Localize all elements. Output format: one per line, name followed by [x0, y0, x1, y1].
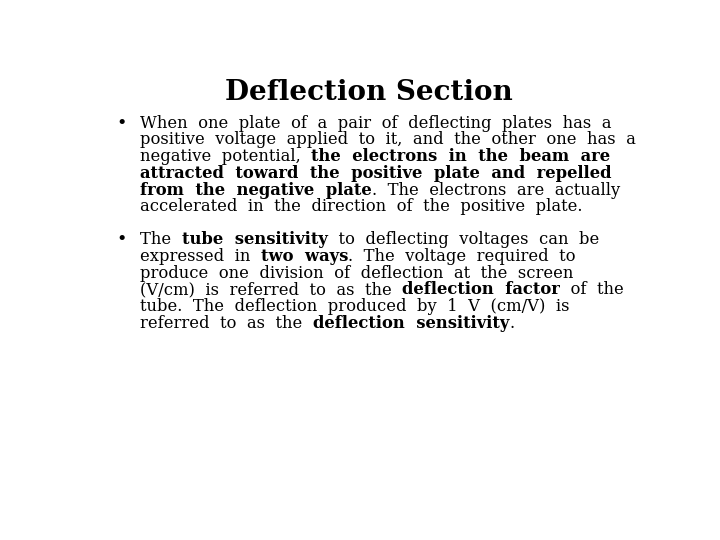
Text: the  electrons  in  the  beam  are: the electrons in the beam are [312, 148, 611, 165]
Text: referred  to  as  the: referred to as the [140, 315, 313, 332]
Text: negative  potential,: negative potential, [140, 148, 312, 165]
Text: (V/cm)  is  referred  to  as  the: (V/cm) is referred to as the [140, 281, 402, 298]
Text: accelerated  in  the  direction  of  the  positive  plate.: accelerated in the direction of the posi… [140, 199, 582, 215]
Text: produce  one  division  of  deflection  at  the  screen: produce one division of deflection at th… [140, 265, 574, 281]
Text: from  the  negative  plate: from the negative plate [140, 182, 372, 199]
Text: .  The  voltage  required  to: . The voltage required to [348, 248, 576, 265]
Text: .  The  electrons  are  actually: . The electrons are actually [372, 182, 620, 199]
Text: tube.  The  deflection  produced  by  1  V  (cm/V)  is: tube. The deflection produced by 1 V (cm… [140, 298, 570, 315]
Text: to  deflecting  voltages  can  be: to deflecting voltages can be [328, 231, 599, 248]
Text: deflection  factor: deflection factor [402, 281, 560, 298]
Text: deflection  sensitivity: deflection sensitivity [313, 315, 509, 332]
Text: expressed  in: expressed in [140, 248, 261, 265]
Text: attracted  toward  the  positive  plate  and  repelled: attracted toward the positive plate and … [140, 165, 612, 182]
Text: When  one  plate  of  a  pair  of  deflecting  plates  has  a: When one plate of a pair of deflecting p… [140, 114, 612, 132]
Text: .: . [509, 315, 515, 332]
Text: positive  voltage  applied  to  it,  and  the  other  one  has  a: positive voltage applied to it, and the … [140, 131, 636, 148]
Text: •: • [117, 231, 127, 249]
Text: of  the: of the [560, 281, 624, 298]
Text: tube  sensitivity: tube sensitivity [182, 231, 328, 248]
Text: •: • [117, 114, 127, 133]
Text: Deflection Section: Deflection Section [225, 79, 513, 106]
Text: two  ways: two ways [261, 248, 348, 265]
Text: The: The [140, 231, 182, 248]
